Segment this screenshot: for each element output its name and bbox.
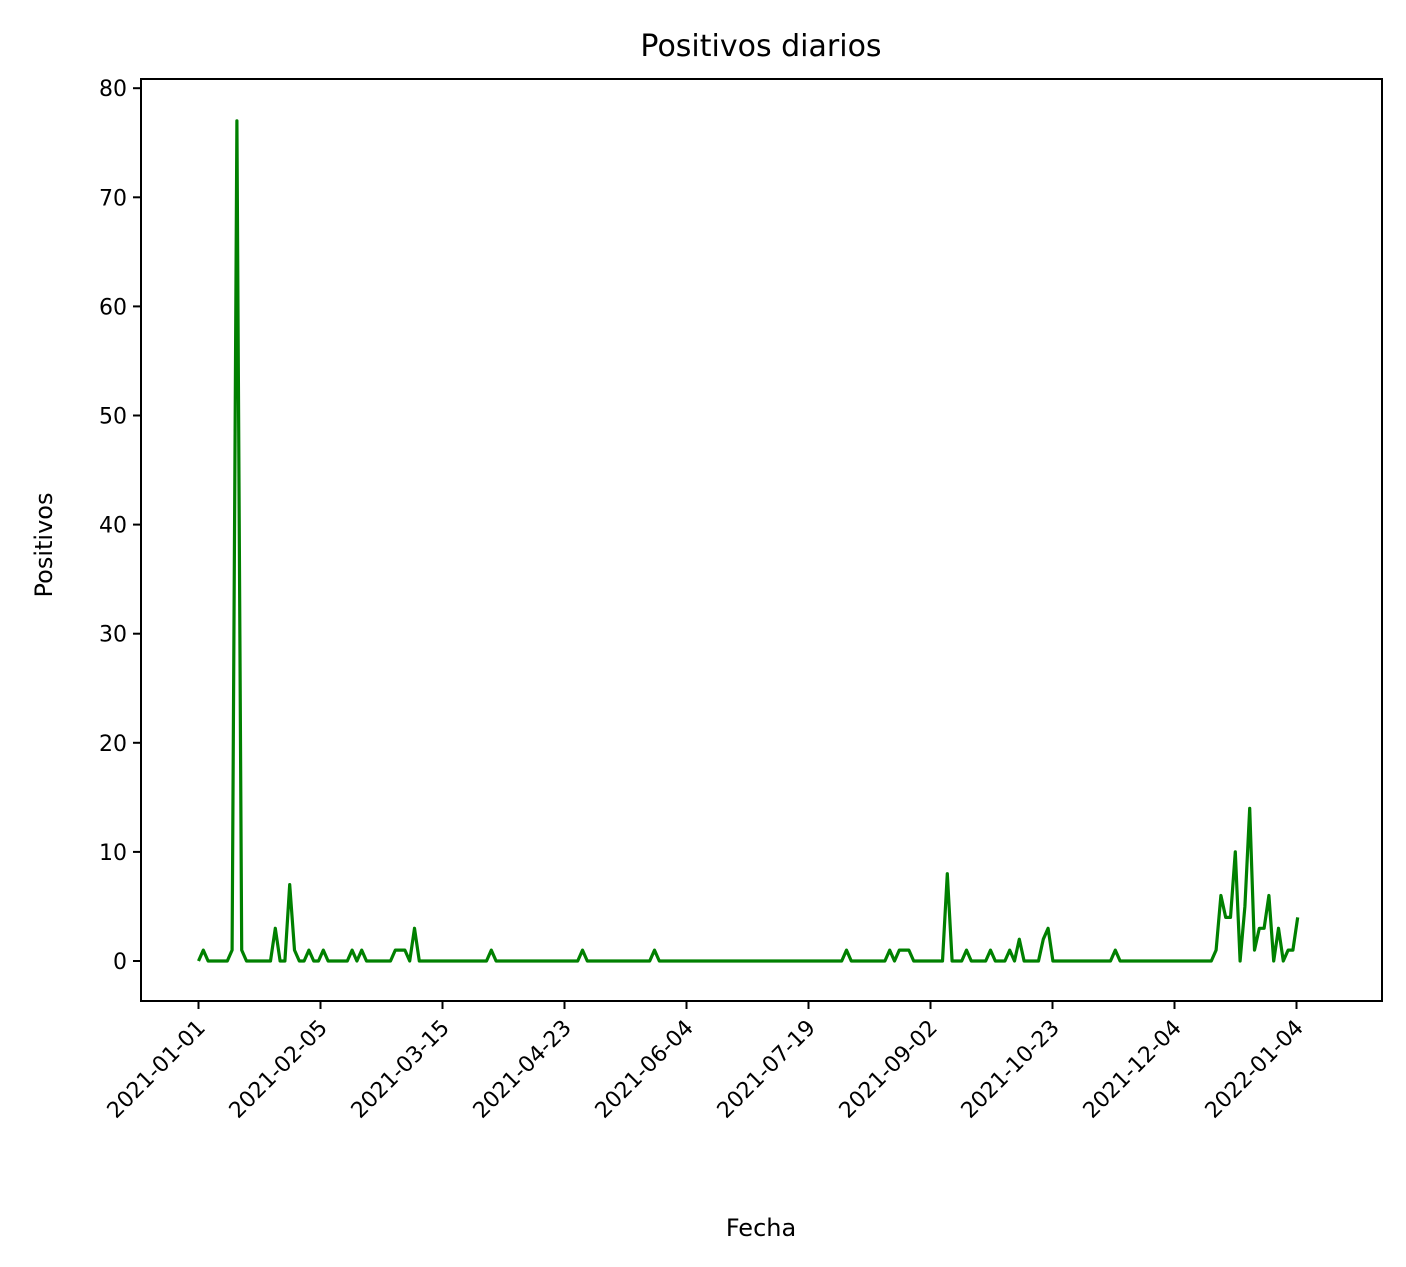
series-line-positivos — [197, 119, 1300, 963]
y-tick-label: 80 — [99, 77, 127, 102]
y-tick-label: 40 — [99, 514, 127, 539]
y-tick-label: 20 — [99, 732, 127, 757]
y-tick-label: 70 — [99, 186, 127, 211]
y-tick-label: 10 — [99, 841, 127, 866]
chart-title: Positivos diarios — [640, 29, 881, 64]
x-axis-label: Fecha — [726, 1214, 796, 1242]
y-axis-label: Positivos — [30, 493, 58, 598]
y-tick-label: 0 — [113, 950, 127, 975]
y-tick-label: 30 — [99, 623, 127, 648]
y-tick-label: 60 — [99, 295, 127, 320]
plot-series — [197, 119, 1300, 963]
y-axis: 0 10 20 30 40 50 60 70 80 — [99, 77, 141, 975]
y-tick-label: 50 — [99, 405, 127, 430]
plot-frame — [140, 78, 1383, 1002]
